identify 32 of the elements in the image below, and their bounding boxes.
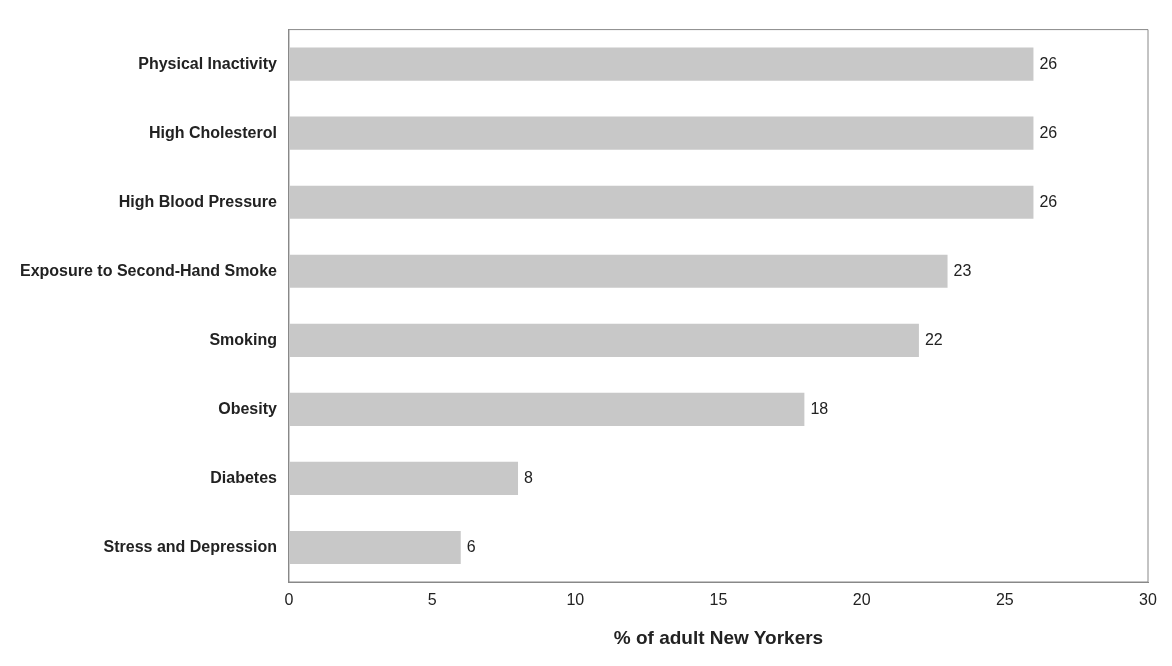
data-label: 23 bbox=[953, 261, 972, 279]
y-tick-label: Stress and Depression bbox=[103, 537, 277, 555]
y-tick-label: Physical Inactivity bbox=[138, 54, 278, 72]
bar bbox=[288, 185, 1034, 219]
data-label: 26 bbox=[1039, 192, 1058, 210]
x-tick-label: 10 bbox=[566, 591, 585, 609]
x-tick-label: 20 bbox=[852, 591, 871, 609]
y-tick-label: Diabetes bbox=[210, 468, 278, 486]
x-tick-label: 25 bbox=[995, 591, 1014, 609]
bar bbox=[288, 254, 948, 288]
bar bbox=[288, 392, 805, 426]
x-axis-title: % of adult New Yorkers bbox=[613, 626, 824, 648]
y-tick-label: Obesity bbox=[218, 399, 278, 417]
x-tick-label: 0 bbox=[284, 591, 294, 609]
y-tick-label: Smoking bbox=[209, 330, 277, 348]
data-label: 18 bbox=[810, 399, 829, 417]
x-tick-label: 5 bbox=[427, 591, 437, 609]
x-tick-label: 15 bbox=[709, 591, 728, 609]
data-label: 6 bbox=[466, 537, 476, 555]
x-tick-label: 30 bbox=[1139, 591, 1157, 609]
bar bbox=[288, 116, 1034, 150]
data-label: 22 bbox=[924, 330, 943, 348]
data-label: 26 bbox=[1039, 54, 1058, 72]
bar bbox=[288, 323, 919, 357]
y-tick-label: Exposure to Second-Hand Smoke bbox=[20, 261, 278, 279]
bar bbox=[288, 530, 461, 565]
data-label: 26 bbox=[1039, 123, 1058, 141]
data-label: 8 bbox=[524, 468, 534, 486]
y-tick-label: High Cholesterol bbox=[148, 123, 277, 141]
bar bbox=[288, 461, 519, 495]
bar bbox=[288, 47, 1034, 81]
y-tick-label: High Blood Pressure bbox=[118, 192, 278, 210]
